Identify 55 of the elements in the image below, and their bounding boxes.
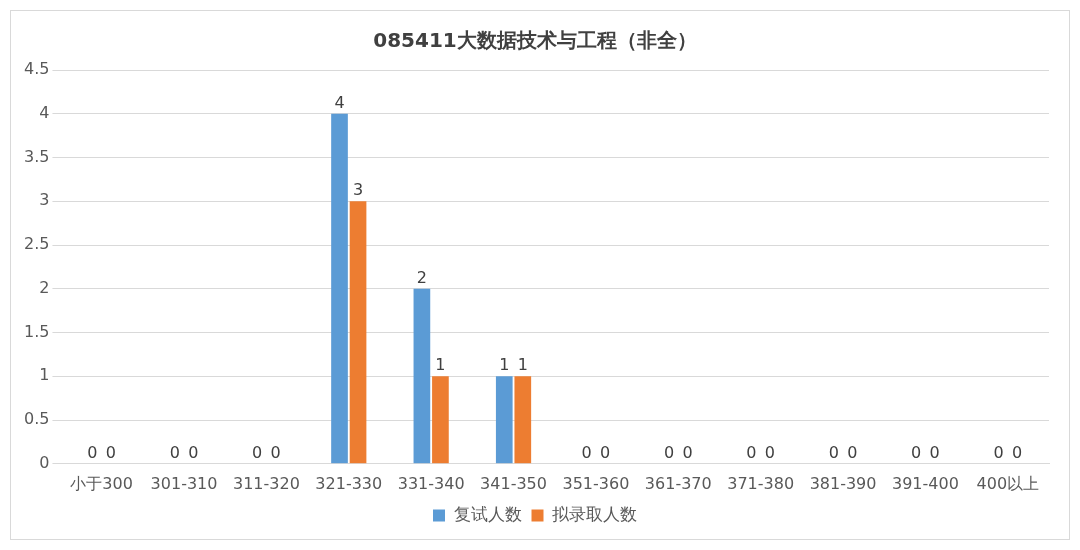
x-tick-label: 小于300 bbox=[70, 473, 133, 493]
y-tick-label: 1.5 bbox=[23, 321, 50, 341]
y-tick-label: 0 bbox=[39, 452, 50, 472]
data-label: 0 bbox=[270, 442, 281, 462]
x-tick-label: 400以上 bbox=[976, 473, 1040, 493]
data-label: 1 bbox=[435, 355, 446, 375]
bar bbox=[349, 201, 367, 464]
data-label: 0 bbox=[828, 442, 839, 462]
y-tick-label: 4.5 bbox=[23, 59, 50, 79]
y-tick-label: 3 bbox=[39, 190, 50, 210]
y-tick-label: 2.5 bbox=[23, 234, 50, 254]
data-label: 0 bbox=[746, 442, 757, 462]
data-label: 1 bbox=[517, 355, 528, 375]
legend-label: 拟录取人数 bbox=[552, 503, 637, 524]
data-label: 0 bbox=[252, 442, 263, 462]
y-tick-label: 0.5 bbox=[23, 409, 50, 429]
bar bbox=[331, 113, 348, 464]
chart-title: 085411大数据技术与工程（非全） bbox=[373, 28, 697, 53]
x-tick-label: 351-360 bbox=[562, 473, 630, 493]
x-tick-label: 391-400 bbox=[892, 473, 959, 493]
data-label: 1 bbox=[499, 355, 510, 375]
x-tick-label: 341-350 bbox=[480, 473, 547, 493]
data-label: 0 bbox=[1011, 442, 1023, 462]
y-tick-label: 1 bbox=[39, 365, 50, 385]
x-tick-label: 301-310 bbox=[150, 473, 218, 493]
y-tick-label: 2 bbox=[39, 277, 50, 297]
x-tick-label: 371-380 bbox=[727, 473, 795, 493]
x-tick-label: 331-340 bbox=[397, 473, 465, 493]
data-label: 0 bbox=[581, 442, 592, 462]
data-label: 0 bbox=[188, 442, 199, 462]
bar bbox=[413, 288, 431, 464]
y-tick-label: 4 bbox=[39, 102, 50, 122]
data-label: 0 bbox=[847, 442, 858, 462]
y-tick-label: 3.5 bbox=[23, 146, 50, 166]
data-label: 3 bbox=[352, 180, 364, 200]
data-label: 0 bbox=[87, 442, 98, 462]
data-label: 0 bbox=[682, 442, 693, 462]
data-label: 2 bbox=[416, 267, 427, 287]
x-tick-label: 321-330 bbox=[315, 473, 383, 493]
data-label: 0 bbox=[929, 442, 940, 462]
legend-label: 复试人数 bbox=[453, 503, 522, 524]
data-label: 0 bbox=[911, 442, 922, 462]
data-label: 0 bbox=[105, 442, 116, 462]
data-label: 0 bbox=[764, 442, 776, 462]
data-label: 0 bbox=[600, 442, 611, 462]
x-tick-label: 311-320 bbox=[232, 473, 300, 493]
data-label: 0 bbox=[169, 442, 180, 462]
x-tick-label: 361-370 bbox=[644, 473, 712, 493]
data-label: 0 bbox=[993, 442, 1004, 462]
bar bbox=[495, 376, 513, 464]
data-label: 4 bbox=[334, 92, 345, 112]
x-tick-label: 381-390 bbox=[809, 473, 877, 493]
bar bbox=[514, 376, 532, 464]
data-label: 0 bbox=[663, 442, 675, 462]
bar bbox=[432, 376, 449, 464]
